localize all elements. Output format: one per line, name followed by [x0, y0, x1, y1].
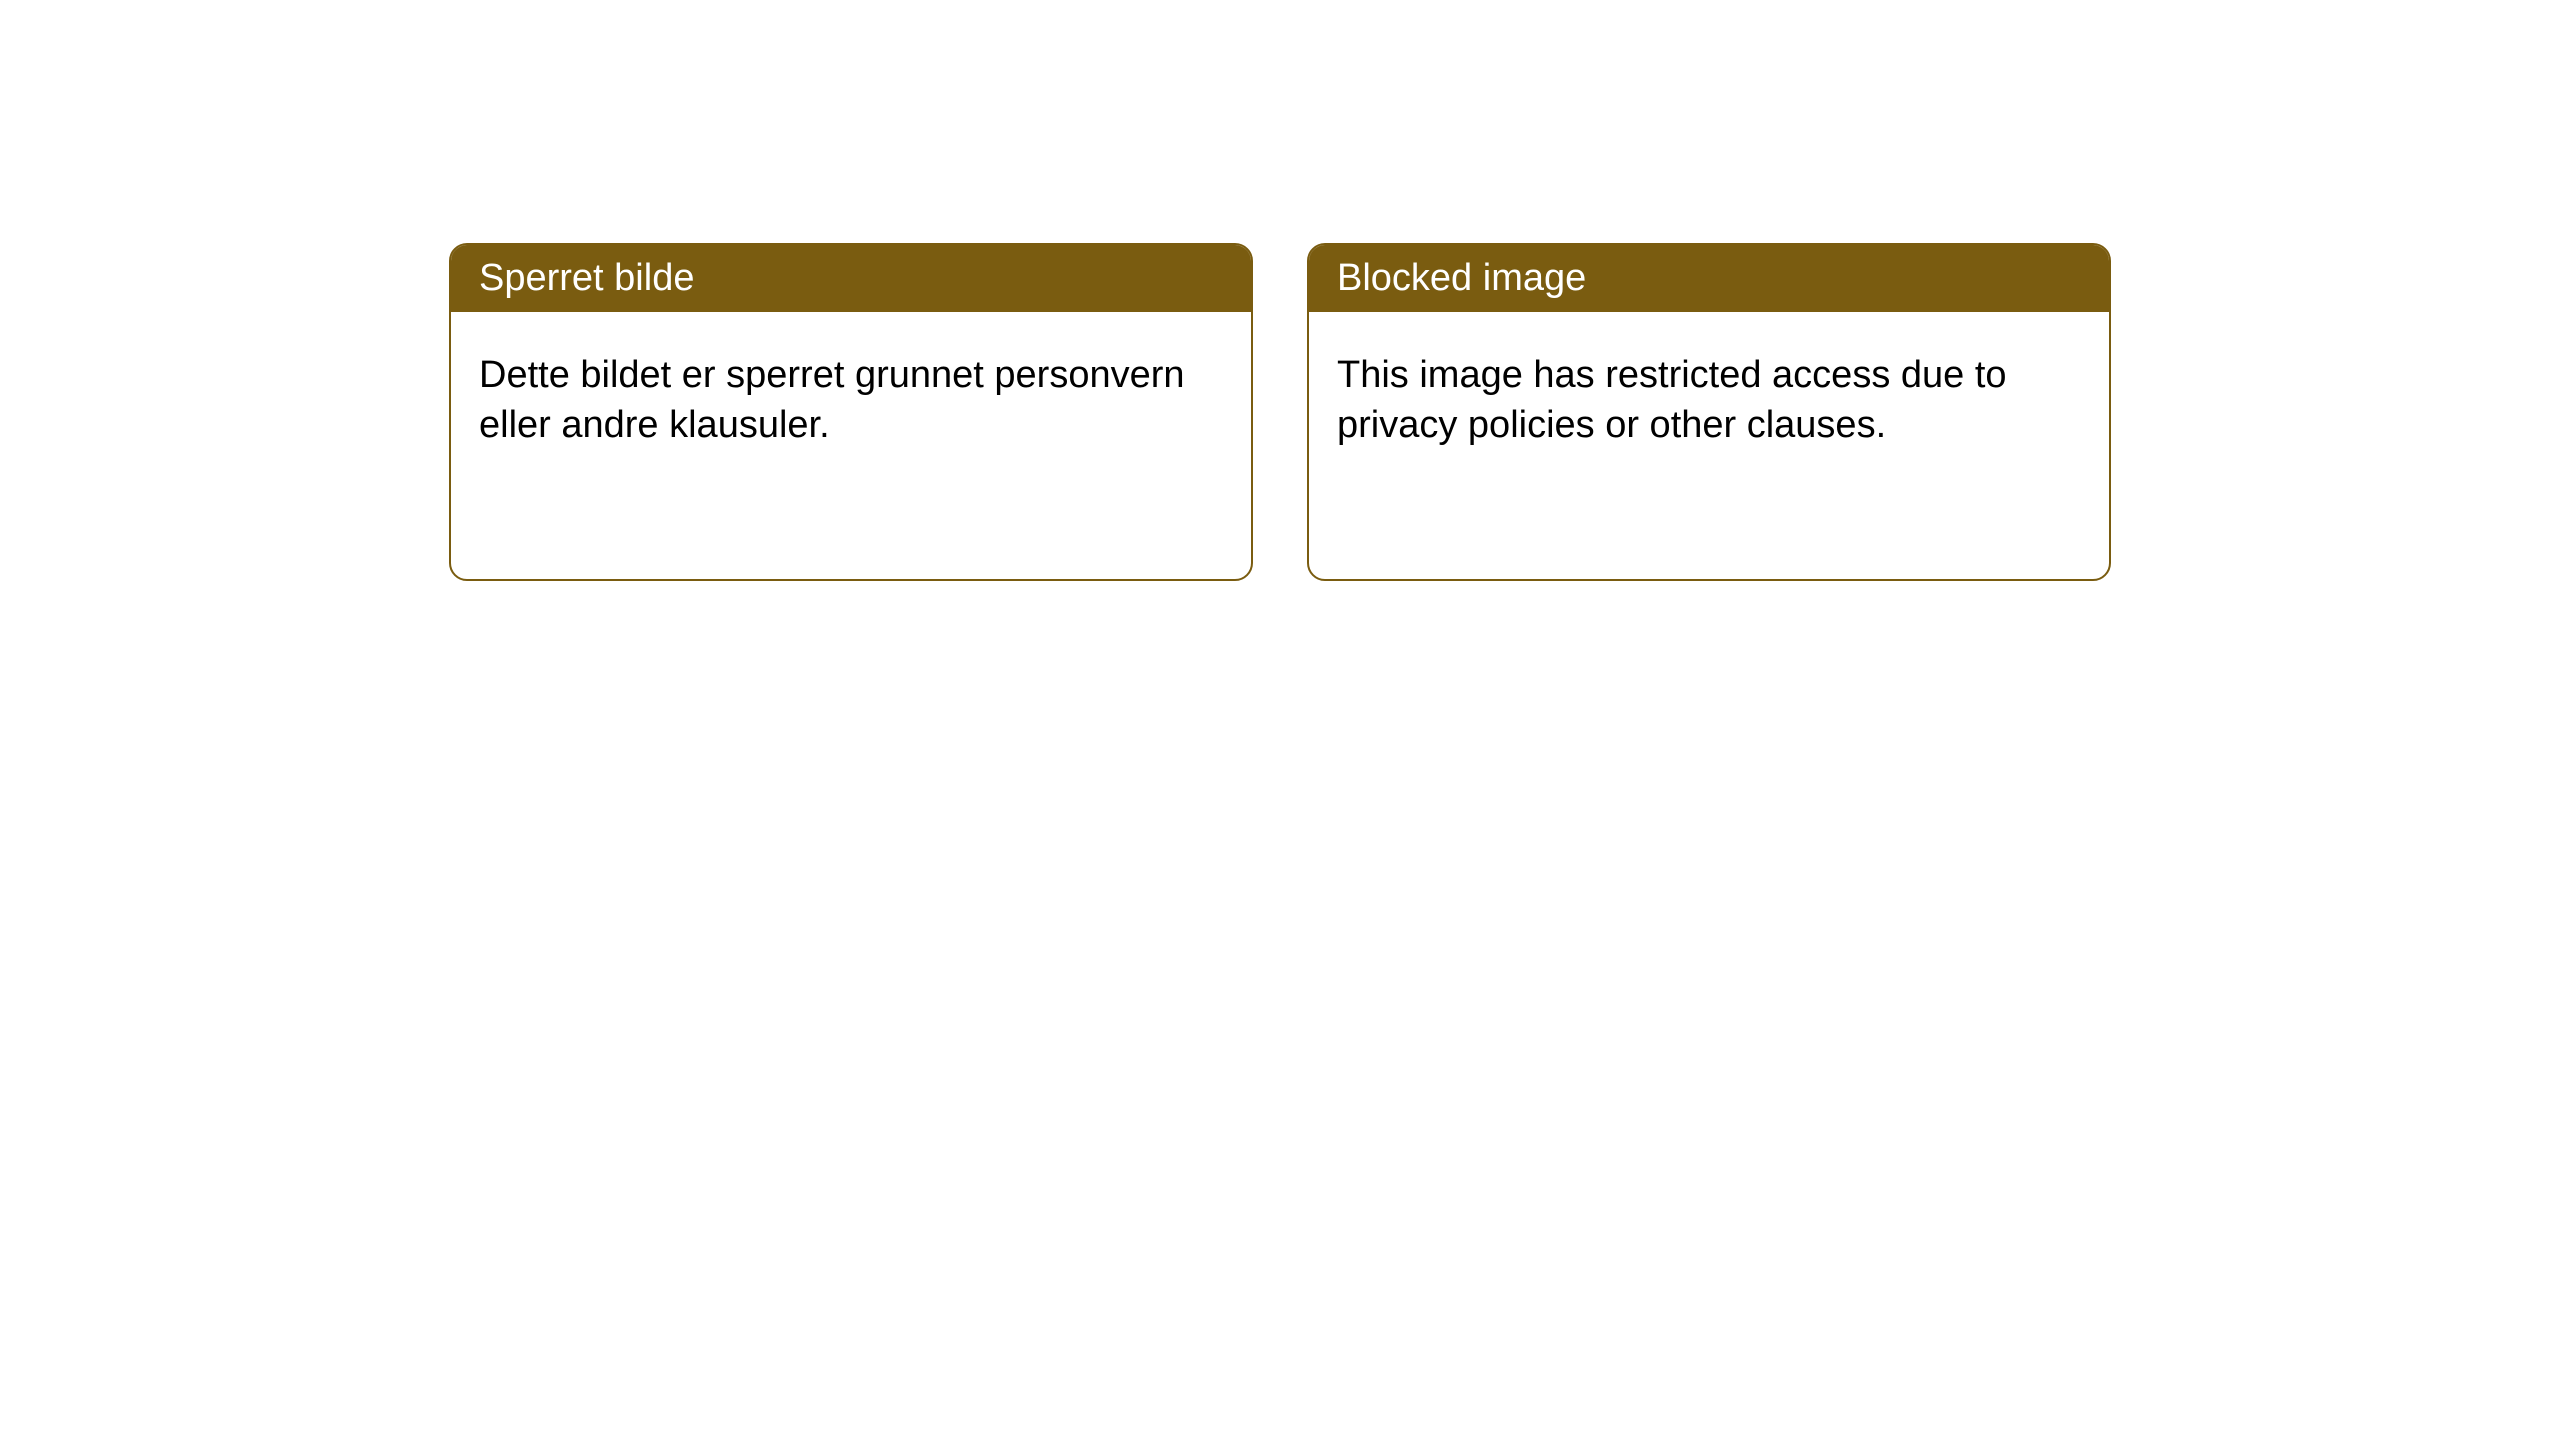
- notice-card-english: Blocked image This image has restricted …: [1307, 243, 2111, 581]
- notice-body: Dette bildet er sperret grunnet personve…: [451, 312, 1251, 488]
- notice-container: Sperret bilde Dette bildet er sperret gr…: [449, 243, 2111, 581]
- notice-card-norwegian: Sperret bilde Dette bildet er sperret gr…: [449, 243, 1253, 581]
- notice-header: Sperret bilde: [451, 245, 1251, 312]
- notice-title: Blocked image: [1337, 257, 1586, 299]
- notice-text: This image has restricted access due to …: [1337, 354, 2007, 446]
- notice-text: Dette bildet er sperret grunnet personve…: [479, 354, 1185, 446]
- notice-body: This image has restricted access due to …: [1309, 312, 2109, 488]
- notice-title: Sperret bilde: [479, 257, 694, 299]
- notice-header: Blocked image: [1309, 245, 2109, 312]
